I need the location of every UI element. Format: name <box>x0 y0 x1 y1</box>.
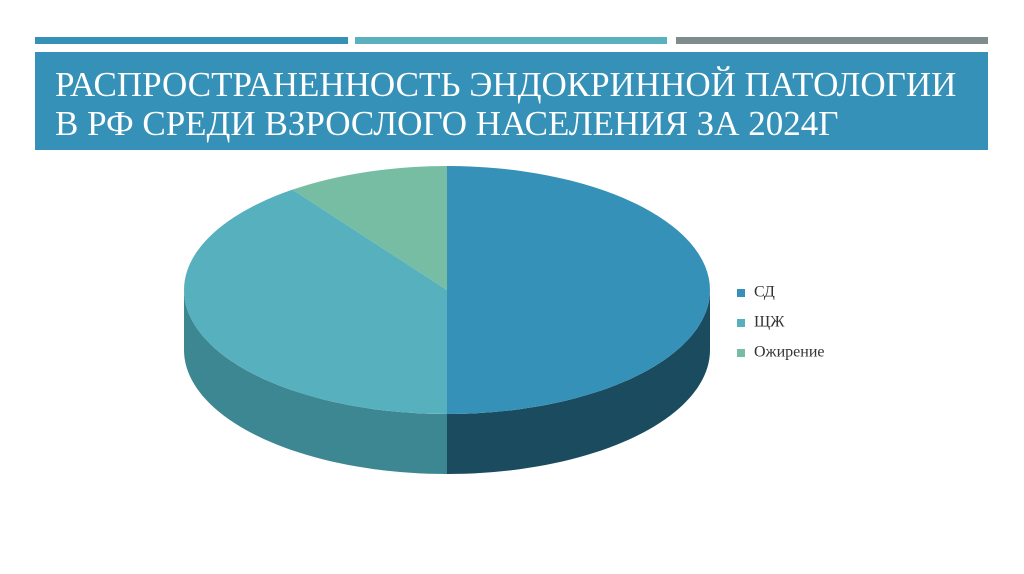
accent-bar <box>355 37 667 44</box>
legend-label: Ожирение <box>754 344 825 361</box>
legend-label: ЩЖ <box>754 314 785 331</box>
legend-swatch <box>737 289 745 297</box>
legend-label: СД <box>754 284 775 301</box>
legend-swatch <box>737 349 745 357</box>
legend-swatch <box>737 319 745 327</box>
pie-tops <box>184 166 710 414</box>
slice <box>292 166 447 290</box>
slice-side <box>184 290 447 474</box>
slice-side <box>447 290 710 474</box>
title: В РФ СРЕДИ ВЗРОСЛОГО НАСЕЛЕНИЯ ЗА 2024Г <box>55 104 838 143</box>
slice <box>184 189 447 414</box>
slice <box>447 166 710 414</box>
accent-bar <box>676 37 988 44</box>
title-box <box>35 52 988 150</box>
title: РАСПРОСТРАНЕННОСТЬ ЭНДОКРИННОЙ ПАТОЛОГИИ <box>55 65 956 104</box>
accent-bar <box>35 37 348 44</box>
legend: СД ЩЖ Ожирение <box>737 284 825 361</box>
pie-sides <box>184 290 710 474</box>
